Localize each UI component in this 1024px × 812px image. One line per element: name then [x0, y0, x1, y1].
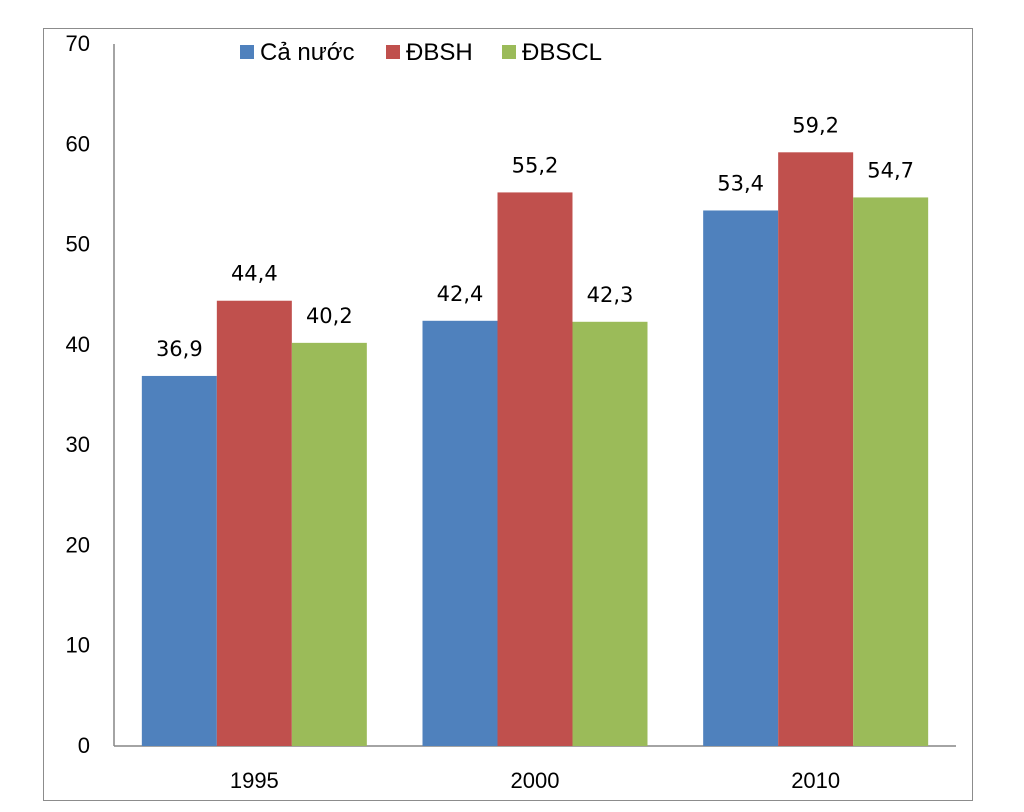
bar [291, 342, 367, 746]
bar [216, 300, 292, 746]
data-label: 53,4 [717, 171, 764, 195]
x-tick-label: 2000 [511, 768, 560, 793]
chart-bars [141, 152, 929, 747]
data-label: 54,7 [867, 158, 914, 182]
legend-swatch [386, 45, 400, 59]
y-tick-label: 70 [66, 31, 90, 56]
x-tick-label: 2010 [791, 768, 840, 793]
legend-label: Cả nước [260, 39, 355, 66]
y-tick-label: 40 [66, 332, 90, 357]
data-label: 59,2 [792, 113, 839, 137]
legend-label: ĐBSH [406, 39, 473, 66]
data-label: 44,4 [231, 262, 278, 286]
legend-label: ĐBSCL [522, 39, 602, 66]
chart-legend: Cả nước ĐBSH ĐBSCL [240, 39, 602, 66]
bar [572, 321, 648, 746]
chart-data-labels: 36,9 44,4 40,2 42,4 55,2 42,3 53,4 59,2 54,7 [156, 113, 914, 361]
data-label: 40,2 [306, 304, 353, 328]
y-tick-label: 0 [78, 733, 90, 758]
bar [778, 152, 854, 746]
y-tick-label: 60 [66, 131, 90, 156]
bar [703, 210, 779, 746]
bar [141, 375, 217, 746]
x-tick-label: 1995 [230, 768, 279, 793]
bar [853, 197, 929, 747]
bar [497, 192, 573, 746]
data-label: 42,3 [587, 283, 634, 307]
data-label: 55,2 [512, 153, 559, 177]
y-tick-label: 20 [66, 532, 90, 557]
data-label: 42,4 [437, 282, 484, 306]
data-label: 36,9 [156, 337, 203, 361]
legend-swatch [502, 45, 516, 59]
y-tick-label: 30 [66, 432, 90, 457]
y-tick-label: 50 [66, 232, 90, 257]
bar [422, 320, 498, 746]
y-tick-label: 10 [66, 633, 90, 658]
legend-swatch [240, 45, 254, 59]
